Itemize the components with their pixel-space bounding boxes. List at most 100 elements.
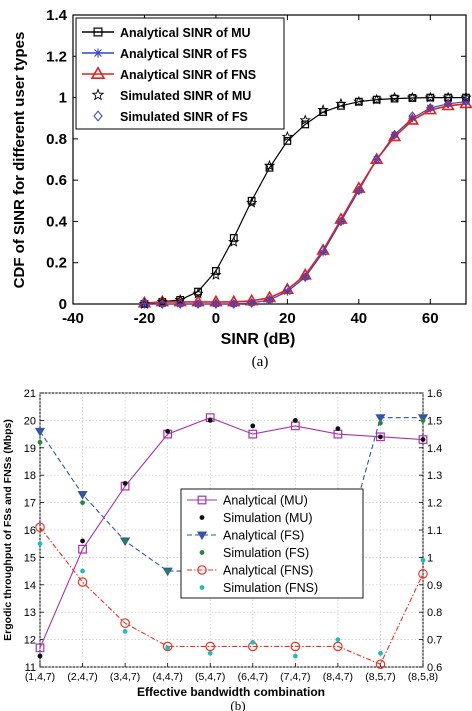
chart-b-point (80, 568, 85, 574)
chart-a-legend-label: Simulated SINR of FS (120, 110, 248, 124)
chart-a-point (283, 284, 292, 295)
chart-b-point (165, 645, 171, 651)
chart-b-point (78, 544, 87, 554)
chart-a-legend: Analytical SINR of MU Analytical SINR of … (75, 17, 285, 130)
chart-a-ytick-label: 1.4 (46, 7, 68, 24)
chart-b-point (37, 439, 43, 445)
chart-a-point (408, 114, 417, 123)
chart-a-point (390, 94, 399, 103)
chart-b-legend-marker (196, 531, 208, 541)
chart-a-point (229, 300, 238, 308)
chart-a-point (158, 299, 167, 309)
chart-b-ytick-label: 18 (24, 470, 36, 482)
chart-b-ticks: 11 12 13 14 15 16 17 18 19 20 21 0.6 0.7 0.8 0.9 1 1.1 1.… (24, 388, 443, 683)
chart-b: 11 12 13 14 15 16 17 18 19 20 21 0.6 0.7 0.8 0.9 1 1.1 1.… (2, 388, 442, 711)
chart-b-y2tick-label: 0.8 (427, 607, 442, 619)
chart-b-xtick-label: (8,5,7) (365, 671, 395, 683)
chart-a-point (265, 163, 274, 172)
chart-a-point (336, 216, 346, 227)
chart-b-point (122, 538, 128, 544)
chart-b-point (375, 659, 386, 670)
chart-a-point (247, 299, 256, 307)
chart-b-point (290, 641, 301, 652)
chart-b-point (420, 418, 426, 423)
chart-b-point (378, 650, 383, 656)
chart-a-point (265, 295, 274, 305)
chart-a-legend-label: Analytical SINR of FS (120, 47, 247, 61)
chart-b-legend-label: Simulation (MU) (223, 511, 313, 525)
chart-a-point (424, 91, 436, 103)
chart-a-point (408, 94, 417, 102)
chart-b-legend-box (180, 488, 364, 599)
chart-b-xtick-label: (5,4,7) (195, 671, 225, 683)
chart-b-point (77, 577, 88, 587)
chart-a-point (245, 196, 258, 208)
chart-b-ytick-label: 21 (24, 388, 36, 400)
chart-a-point (408, 111, 417, 122)
chart-a-point (462, 97, 470, 106)
chart-a-point (299, 114, 311, 126)
chart-b-point (250, 639, 256, 645)
chart-b-point (420, 437, 426, 442)
chart-b-legend-label: Analytical (FS) (223, 529, 304, 543)
chart-a-point (229, 299, 238, 309)
chart-b-point (80, 538, 85, 544)
chart-a-ytick-label: 0.8 (46, 131, 67, 148)
chart-b-series-line (39, 526, 424, 666)
chart-b-point (250, 423, 256, 429)
chart-a-point (354, 185, 363, 196)
chart-a-point (444, 99, 453, 108)
chart-a-point (461, 96, 471, 107)
chart-a-point (372, 154, 381, 165)
chart-a-legend-marker (93, 27, 103, 37)
chart-a-point (283, 287, 292, 296)
chart-a-point (244, 293, 259, 306)
chart-b-caption: (b) (230, 698, 245, 711)
chart-a-ytick-label: 1.2 (46, 48, 67, 65)
chart-a-point (140, 300, 149, 308)
chart-b-ytick-label: 12 (24, 635, 36, 647)
chart-a-point (176, 299, 185, 309)
chart-b-point (335, 637, 341, 642)
chart-b-point (80, 500, 85, 505)
chart-b-point (165, 428, 171, 434)
chart-a-point (281, 130, 294, 142)
chart-b-ytick-label: 11 (25, 662, 36, 674)
chart-b-xtick-label: (7,4,7) (280, 671, 310, 683)
chart-b-point (207, 418, 213, 423)
chart-b-point (378, 434, 383, 440)
chart-a-point (262, 290, 277, 303)
chart-a-point (405, 113, 420, 125)
chart-b-ytick-label: 19 (24, 443, 36, 455)
chart-a-legend-label: Simulated SINR of MU (120, 89, 251, 103)
chart-a-point (211, 300, 220, 308)
chart-b-xtick-label: (2,4,7) (67, 671, 97, 683)
chart-a-point (337, 101, 345, 110)
chart-a-point (426, 103, 435, 112)
chart-a-ylabel: CDF of SINR for different user types (11, 32, 28, 289)
chart-b-point (35, 643, 45, 653)
chart-b-point (248, 429, 258, 439)
chart-b-y2tick-label: 1.3 (427, 470, 442, 482)
chart-a-xlabel: SINR (dB) (221, 331, 296, 348)
chart-b-legend-label: Simulation (FS) (223, 546, 309, 560)
chart-a-point (193, 299, 203, 309)
chart-a-point (317, 104, 329, 115)
chart-b-y2tick-label: 1.6 (427, 388, 442, 400)
chart-a-point (192, 287, 204, 299)
chart-b-xlabel: Effective bandwidth combination (137, 685, 325, 699)
chart-b-ytick-label: 20 (24, 415, 36, 427)
chart-a-point (354, 186, 363, 195)
chart-b-legend-marker (199, 585, 205, 590)
chart-a-ytick-label: 0.6 (46, 172, 67, 189)
chart-a-point (265, 295, 274, 304)
chart-b-legend-marker (197, 565, 207, 575)
chart-a-point (336, 217, 345, 226)
chart-b-y2tick-label: 0.7 (427, 635, 442, 647)
chart-b-point (122, 628, 128, 634)
chart-a-point (138, 298, 151, 309)
chart-b-point (35, 522, 45, 533)
chart-b-legend-label: Simulation (FNS) (223, 581, 318, 595)
chart-b-y2tick-label: 0.9 (427, 580, 442, 592)
